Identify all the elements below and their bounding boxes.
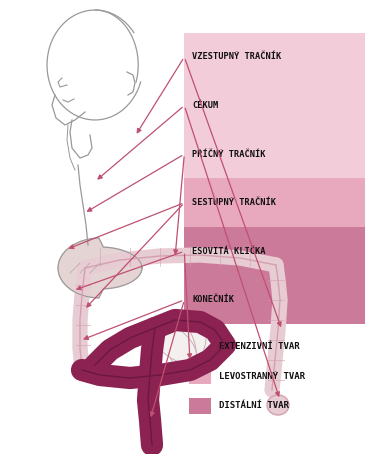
Bar bbox=[189, 368, 211, 385]
Text: VZESTUPNÝ TRAČNÍK: VZESTUPNÝ TRAČNÍK bbox=[192, 53, 281, 61]
Bar bbox=[189, 398, 211, 414]
Text: EXTENZIVNÍ TVAR: EXTENZIVNÍ TVAR bbox=[219, 342, 300, 351]
Ellipse shape bbox=[174, 320, 206, 373]
Text: CÉKUM: CÉKUM bbox=[192, 101, 219, 110]
Text: SESTUPNÝ TRAČNÍK: SESTUPNÝ TRAČNÍK bbox=[192, 198, 276, 207]
Text: KONEČNÍK: KONEČNÍK bbox=[192, 296, 234, 304]
Text: PŘÍČNÝ TRAČNÍK: PŘÍČNÝ TRAČNÍK bbox=[192, 150, 266, 158]
Text: LEVOSTRANNÝ TVAR: LEVOSTRANNÝ TVAR bbox=[219, 372, 306, 381]
Bar bbox=[184, 178, 365, 227]
Bar bbox=[184, 227, 365, 324]
Text: ESOVITÁ KLIČKA: ESOVITÁ KLIČKA bbox=[192, 247, 266, 256]
Ellipse shape bbox=[166, 320, 196, 373]
Ellipse shape bbox=[267, 395, 289, 415]
Ellipse shape bbox=[151, 322, 196, 363]
Ellipse shape bbox=[173, 322, 221, 361]
Polygon shape bbox=[58, 238, 142, 298]
Text: DISTÁLNÍ TVAR: DISTÁLNÍ TVAR bbox=[219, 401, 289, 410]
Ellipse shape bbox=[173, 321, 227, 349]
Bar bbox=[189, 339, 211, 355]
Bar bbox=[184, 33, 365, 178]
